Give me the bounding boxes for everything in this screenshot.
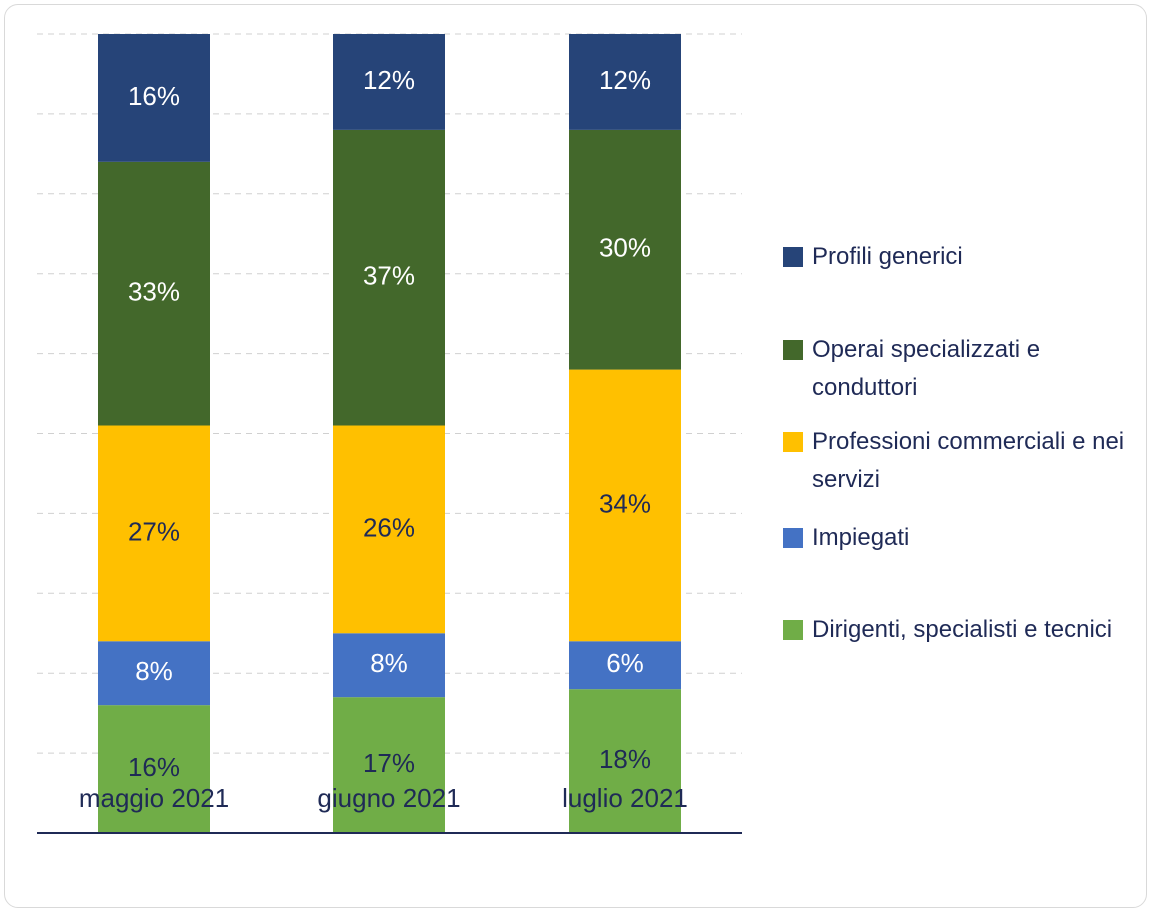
legend-swatch xyxy=(783,620,803,640)
data-label: 12% xyxy=(363,65,415,95)
bar-segment xyxy=(569,369,681,642)
legend-label: Dirigenti, specialisti e tecnici xyxy=(812,616,1113,643)
data-label: 33% xyxy=(128,277,180,307)
bar-segment xyxy=(333,697,445,833)
bar-segment xyxy=(569,34,681,130)
bar-segment xyxy=(333,129,445,426)
data-label: 17% xyxy=(363,748,415,778)
chart-frame xyxy=(4,4,1147,908)
data-label: 6% xyxy=(606,648,644,678)
legend-swatch xyxy=(783,247,803,267)
data-label: 16% xyxy=(128,81,180,111)
bar-segment xyxy=(569,641,681,690)
bar-segment xyxy=(333,633,445,698)
data-label: 8% xyxy=(370,648,408,678)
data-label: 27% xyxy=(128,516,180,546)
x-tick-label: maggio 2021 xyxy=(79,783,229,813)
data-label: 34% xyxy=(599,488,651,518)
bar-segment xyxy=(98,705,210,833)
legend-swatch xyxy=(783,432,803,452)
data-label: 12% xyxy=(599,65,651,95)
bar-segment xyxy=(333,34,445,130)
x-tick-label: giugno 2021 xyxy=(317,783,460,813)
data-label: 30% xyxy=(599,233,651,263)
legend-item: Impiegati xyxy=(783,519,1133,557)
data-label: 8% xyxy=(135,656,173,686)
data-label: 26% xyxy=(363,512,415,542)
data-label: 18% xyxy=(599,744,651,774)
bar-segment xyxy=(98,641,210,706)
legend-item: Dirigenti, specialisti e tecnici xyxy=(783,611,1133,649)
legend-item: Profili generici xyxy=(783,238,1133,276)
bar-segment xyxy=(333,425,445,634)
legend-label: Operai specializzati e conduttori xyxy=(812,336,1041,401)
data-label: 37% xyxy=(363,261,415,291)
bar-segment xyxy=(98,34,210,162)
bar-segment xyxy=(98,161,210,426)
bar-segment xyxy=(569,129,681,370)
data-label: 16% xyxy=(128,752,180,782)
legend-item: Operai specializzati e conduttori xyxy=(783,331,1133,407)
legend-label: Profili generici xyxy=(812,243,963,270)
bar-segment xyxy=(98,425,210,642)
bar-segment xyxy=(569,689,681,833)
legend-swatch xyxy=(783,528,803,548)
legend-swatch xyxy=(783,340,803,360)
legend-label: Professioni commerciali e nei servizi xyxy=(812,428,1125,493)
legend-label: Impiegati xyxy=(812,524,910,551)
x-tick-label: luglio 2021 xyxy=(562,783,688,813)
legend-item: Professioni commerciali e nei servizi xyxy=(783,423,1133,499)
